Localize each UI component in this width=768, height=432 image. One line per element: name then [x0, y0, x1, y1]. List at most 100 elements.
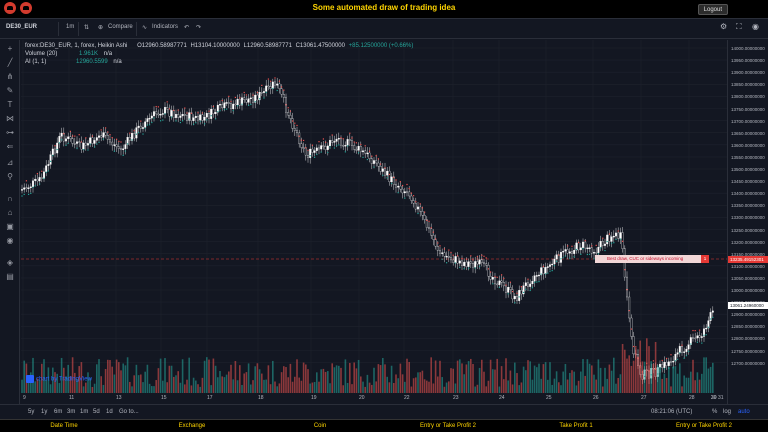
ai-marker [329, 146, 331, 148]
time-tick-label: 9 [23, 395, 26, 401]
chart-pane[interactable]: forex:DE30_EUR, 1, forex, Heikin Ashi O1… [21, 40, 727, 412]
legend-volume-na: n/a [103, 51, 113, 57]
indicators-icon[interactable]: ∿ [142, 25, 148, 31]
candle-body [469, 261, 472, 264]
candle-body [465, 261, 468, 267]
ai-marker [39, 183, 41, 185]
column-labels-bar: Date Time Exchange Coin Entry or Take Profi… [0, 419, 768, 432]
volume-bar [483, 371, 485, 393]
auto-scale-toggle[interactable]: auto [738, 409, 750, 415]
indicators-button[interactable]: Indicators [152, 24, 179, 30]
zoom-icon[interactable]: ⚲ [7, 172, 13, 181]
ai-marker [377, 158, 379, 160]
price-axis[interactable]: 14000.00000000 13950.00000000 13900.000000… [727, 40, 768, 412]
app-logo-icon[interactable] [4, 2, 16, 14]
column-label[interactable]: Entry or Take Profit 2 [420, 423, 476, 429]
log-scale-toggle[interactable]: log [723, 409, 732, 415]
tradingview-watermark[interactable]: chart by TradingView [26, 375, 92, 383]
lock-icon[interactable]: ▣ [6, 222, 14, 231]
ai-marker [287, 107, 289, 109]
trade-idea-annotation[interactable]: Best draw, CUC or sideways incoming 1 [595, 255, 709, 263]
ai-marker [254, 101, 256, 103]
app-logo-secondary-icon[interactable] [20, 2, 32, 14]
pattern-icon[interactable]: ⋈ [6, 114, 14, 123]
symbol-search[interactable]: DE30_EUR [6, 24, 38, 30]
candle-body [632, 336, 635, 355]
visibility-icon[interactable]: ◉ [6, 236, 14, 245]
crosshair-icon[interactable]: + [7, 44, 13, 53]
price-tick-label: 13300.00000000 [731, 215, 765, 221]
range-button-5[interactable]: 5d [93, 409, 100, 415]
remove-icon[interactable]: ⇐ [6, 142, 14, 151]
percent-scale-toggle[interactable]: % [712, 409, 718, 415]
undo-icon[interactable]: ↶ [184, 25, 190, 31]
range-button-4[interactable]: 1m [80, 409, 89, 415]
column-label[interactable]: Entry or Take Profit 2 [676, 423, 732, 429]
volume-bar [646, 338, 648, 393]
fullscreen-icon[interactable]: ⛶ [736, 22, 742, 31]
magnet-icon[interactable]: ∩ [7, 194, 13, 203]
range-button-6[interactable]: 1d [106, 409, 113, 415]
prediction-icon[interactable]: ⊶ [6, 128, 14, 137]
compare-icon[interactable]: ⊕ [98, 25, 104, 31]
chart-type-icon[interactable]: ⇅ [84, 25, 90, 31]
range-button-2[interactable]: 6m [54, 409, 63, 415]
ai-marker [63, 133, 65, 135]
candle-body [546, 266, 549, 268]
text-tool-icon[interactable]: T [7, 100, 13, 109]
trendline-icon[interactable]: ╱ [7, 58, 13, 67]
volume-bar [221, 376, 223, 393]
ai-marker [525, 288, 527, 290]
volume-bar [247, 363, 250, 393]
logout-button[interactable]: Logout [697, 4, 728, 15]
redo-icon[interactable]: ↷ [196, 25, 202, 31]
range-button-0[interactable]: 5y [28, 409, 35, 415]
candle-body [287, 112, 290, 116]
time-axis[interactable]: 9 11 13 15 17 18 19 20 22 23 24 25 26 27 28 29 30 31 [21, 393, 727, 403]
layers-icon[interactable]: ◈ [6, 258, 14, 267]
utc-clock[interactable]: 08:21:06 (UTC) [651, 409, 693, 415]
interval-selector[interactable]: 1m [66, 24, 75, 30]
price-tick-label: 13600.00000000 [731, 142, 765, 148]
candle-body [535, 275, 538, 277]
column-label[interactable]: Coin [313, 423, 327, 429]
ai-marker [120, 141, 122, 143]
volume-bar [230, 364, 232, 393]
ai-marker [479, 265, 481, 268]
candle-body [423, 215, 426, 220]
ai-marker [635, 346, 637, 348]
price-plot[interactable] [21, 40, 727, 393]
range-button-7[interactable]: Go to... [119, 409, 139, 415]
volume-bar [89, 378, 91, 393]
candle-body [359, 145, 362, 153]
trash-icon[interactable]: ▤ [6, 272, 14, 281]
measure-icon[interactable]: ⊿ [6, 158, 14, 167]
ai-marker [311, 144, 313, 146]
volume-bar [654, 341, 657, 393]
ai-marker [182, 120, 184, 122]
range-button-3[interactable]: 3m [67, 409, 76, 415]
brush-icon[interactable]: ✎ [6, 86, 14, 95]
legend-series-name[interactable]: forex:DE30_EUR, 1, forex, Heikin Ashi [25, 43, 128, 49]
price-tick-label: 12900.00000000 [731, 312, 765, 318]
lock-drawing-icon[interactable]: ⌂ [7, 208, 13, 217]
volume-bar [349, 362, 351, 393]
snapshot-icon[interactable]: ◉ [752, 22, 759, 31]
volume-bar [566, 379, 569, 393]
legend-ai-label[interactable]: AI (1, 1) [25, 59, 47, 65]
ai-marker [373, 166, 375, 168]
settings-icon[interactable]: ⚙ [720, 22, 728, 31]
compare-button[interactable]: Compare [108, 24, 133, 30]
column-label[interactable]: Take Profit 1 [559, 423, 593, 429]
legend-volume-label[interactable]: Volume (20) [25, 51, 58, 57]
column-label[interactable]: Date Time [50, 423, 78, 429]
volume-bar [69, 376, 72, 393]
ai-marker [74, 135, 76, 137]
ai-marker [630, 328, 632, 330]
range-button-1[interactable]: 1y [41, 409, 48, 415]
volume-bar [309, 383, 311, 393]
price-tick-label: 13100.00000000 [731, 263, 765, 269]
candle-body [511, 289, 514, 300]
column-label[interactable]: Exchange [178, 423, 206, 429]
pitchfork-icon[interactable]: ⋔ [6, 72, 14, 81]
